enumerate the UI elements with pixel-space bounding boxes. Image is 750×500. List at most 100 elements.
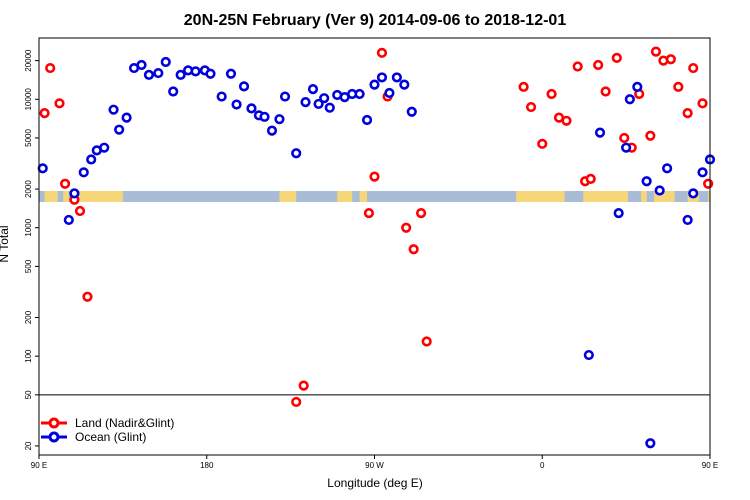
y-tick-label: 100 <box>24 349 33 363</box>
ocean-point <box>369 79 380 90</box>
ocean-point <box>69 188 80 199</box>
ocean-point <box>238 81 250 92</box>
ocean-point <box>641 176 652 187</box>
land-point <box>39 108 50 119</box>
ocean-point <box>143 69 155 80</box>
strip-land <box>654 191 675 203</box>
plot-frame <box>38 37 711 456</box>
legend-ocean-label: Ocean (Glint) <box>75 430 146 444</box>
ocean-point <box>205 68 216 79</box>
ocean-point <box>108 104 119 115</box>
y-tick-label: 200 <box>24 310 33 324</box>
y-tick-label: 500 <box>24 259 33 273</box>
y-axis-ticks: 20 50 100 200 500 1000 2000 5000 10000 20000 <box>24 49 39 450</box>
y-tick-label: 5000 <box>24 128 33 146</box>
strip-land <box>359 191 368 203</box>
ocean-point <box>266 125 278 136</box>
x-tick-label: 90 E <box>702 461 718 470</box>
land-point <box>369 171 380 182</box>
ocean-point <box>121 112 132 123</box>
legend-land-marker <box>48 417 60 429</box>
land-point <box>697 98 708 109</box>
land-point <box>54 98 65 109</box>
land-point <box>421 336 432 347</box>
ocean-point <box>384 87 395 99</box>
y-tick-label: 20000 <box>24 49 33 72</box>
strip-land <box>337 191 353 203</box>
strip-land <box>708 191 710 203</box>
land-point <box>415 207 427 219</box>
land-point <box>619 132 630 144</box>
strip-land <box>641 191 647 203</box>
x-axis-label: Longitude (deg E) <box>327 476 422 490</box>
ocean-point <box>216 91 227 102</box>
land-point <box>650 46 662 57</box>
ocean-point <box>645 438 656 449</box>
chart-title: 20N-25N February (Ver 9) 2014-09-06 to 2… <box>184 12 567 29</box>
ocean-point <box>313 98 324 110</box>
land-point <box>298 380 309 391</box>
land-point <box>593 59 604 71</box>
y-tick-label: 10000 <box>24 88 33 111</box>
ocean-point <box>583 349 594 361</box>
ocean-point <box>688 188 699 199</box>
ocean-point <box>662 163 673 174</box>
land-point <box>561 115 572 126</box>
ocean-point <box>63 214 74 226</box>
strip-land <box>63 191 69 203</box>
ocean-point <box>300 97 311 108</box>
ocean-point <box>613 207 624 219</box>
ocean-point <box>682 214 693 226</box>
legend-land-label: Land (Nadir&Glint) <box>75 416 174 430</box>
x-tick-label: 0 <box>540 461 545 470</box>
land-point <box>572 61 583 72</box>
land-point <box>518 81 529 92</box>
land-point <box>82 291 93 302</box>
ocean-point <box>624 94 635 105</box>
ocean-series <box>37 56 716 449</box>
ocean-point <box>190 66 201 77</box>
ocean-point <box>324 102 335 113</box>
land-point <box>376 47 388 58</box>
strip-land <box>72 191 123 203</box>
land-point <box>611 52 622 63</box>
y-tick-label: 50 <box>24 390 33 399</box>
ocean-point <box>354 88 365 100</box>
ocean-point <box>78 167 89 178</box>
ocean-point <box>274 114 285 125</box>
ocean-point <box>632 81 643 92</box>
y-tick-label: 1000 <box>24 218 33 236</box>
land-point <box>291 396 302 408</box>
land-point <box>546 88 557 100</box>
land-point <box>585 173 596 184</box>
land-point <box>74 205 86 217</box>
x-tick-label: 90 W <box>365 461 384 470</box>
legend: Land (Nadir&Glint) Ocean (Glint) <box>41 416 174 444</box>
ocean-point <box>319 93 330 104</box>
land-point <box>537 138 548 149</box>
ocean-point <box>259 111 270 122</box>
land-point <box>401 222 412 233</box>
ocean-point <box>114 124 125 135</box>
land-point <box>645 130 656 141</box>
land-point <box>682 108 693 119</box>
x-tick-label: 180 <box>200 461 214 470</box>
ocean-point <box>391 72 402 83</box>
ocean-point <box>406 106 417 117</box>
x-tick-label: 90 E <box>31 461 47 470</box>
land-point <box>525 101 537 113</box>
land-point <box>363 207 375 219</box>
land-point <box>408 244 419 255</box>
land-strip <box>39 191 710 203</box>
ocean-point <box>175 69 186 80</box>
land-point <box>665 54 676 65</box>
y-axis-label: N Total <box>0 225 11 262</box>
ocean-point <box>86 154 97 165</box>
y-tick-label: 20 <box>24 441 33 450</box>
ocean-point <box>136 59 147 71</box>
y-tick-label: 2000 <box>24 180 33 198</box>
land-point <box>688 62 699 74</box>
ocean-point <box>654 185 665 196</box>
ocean-point <box>291 148 302 159</box>
